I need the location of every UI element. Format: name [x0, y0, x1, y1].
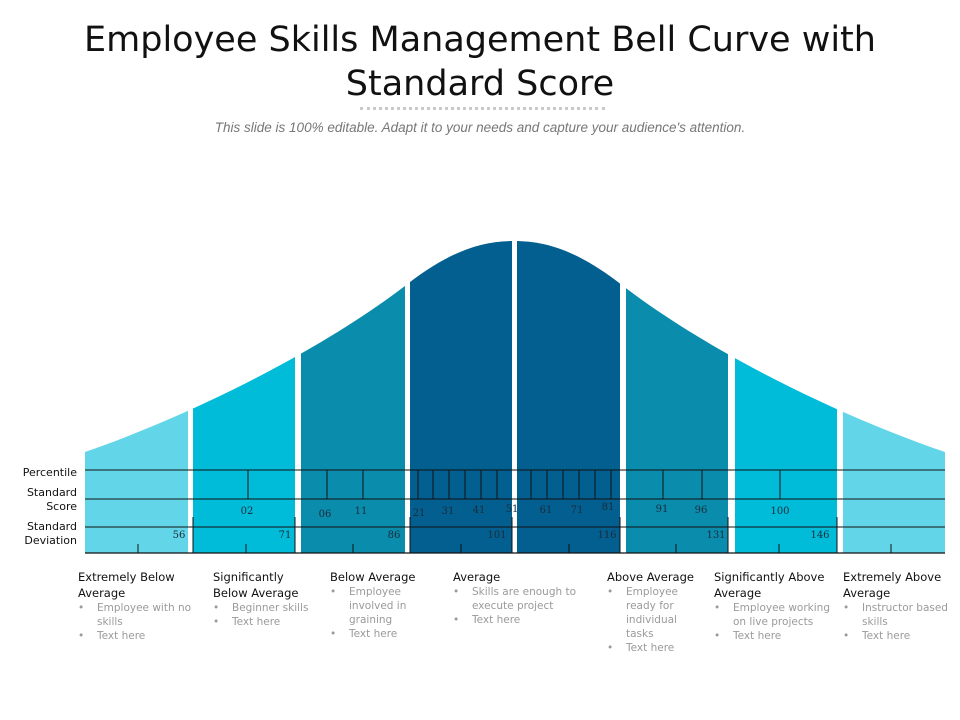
curve-segment: [517, 241, 620, 553]
category-bullets: Employee ready for individual tasksText …: [607, 585, 697, 655]
curve-segment: [193, 241, 295, 553]
standard-score-label: 31: [442, 506, 455, 517]
standard-score-label: 41: [473, 505, 486, 516]
standard-score-label: 100: [770, 506, 789, 517]
standard-deviation-label: 131: [706, 530, 725, 541]
bullet-item: Skills are enough to execute project: [453, 585, 588, 613]
category-block: Above AverageEmployee ready for individu…: [607, 569, 697, 655]
bullet-item: Employee with no skills: [78, 601, 193, 629]
bullet-item: Text here: [843, 629, 948, 643]
standard-score-label: 81: [602, 502, 615, 513]
bullet-item: Instructor based skills: [843, 601, 948, 629]
category-title: Significantly Above Average: [714, 570, 825, 600]
bullet-item: Employee ready for individual tasks: [607, 585, 697, 641]
category-bullets: Employee with no skillsText here: [78, 601, 193, 643]
bullet-item: Text here: [330, 627, 425, 641]
standard-score-label: 06: [319, 509, 332, 520]
bullet-item: Text here: [714, 629, 834, 643]
row-label-standard-score: Standard Score: [26, 486, 77, 513]
category-title: Average: [453, 570, 501, 584]
bullet-item: Text here: [453, 613, 588, 627]
category-title: Extremely Above Average: [843, 570, 942, 600]
curve-segment: [410, 241, 512, 553]
category-block: Extremely Below AverageEmployee with no …: [78, 569, 193, 643]
standard-score-label: 21: [413, 508, 426, 519]
standard-deviation-label: 86: [388, 530, 401, 541]
standard-deviation-label: 71: [279, 530, 292, 541]
category-title: Below Average: [330, 570, 416, 584]
category-bullets: Employee working on live projectsText he…: [714, 601, 834, 643]
bullet-item: Employee working on live projects: [714, 601, 834, 629]
category-title: Significantly Below Average: [213, 570, 299, 600]
category-bullets: Employee involved in grainingText here: [330, 585, 425, 641]
curve-segment: [735, 241, 837, 553]
curve-segment: [301, 241, 405, 553]
standard-score-label: 96: [695, 505, 708, 516]
subtitle: This slide is 100% editable. Adapt it to…: [214, 120, 746, 135]
bullet-item: Beginner skills: [213, 601, 313, 615]
standard-score-label: 11: [355, 506, 368, 517]
row-label-percentile: Percentile: [22, 466, 77, 479]
curve-segment: [626, 241, 728, 553]
category-block: AverageSkills are enough to execute proj…: [453, 569, 588, 627]
bullet-item: Employee involved in graining: [330, 585, 425, 627]
category-block: Extremely Above AverageInstructor based …: [843, 569, 948, 643]
standard-deviation-label: 116: [597, 530, 616, 541]
category-bullets: Beginner skillsText here: [213, 601, 313, 629]
title-divider: [360, 107, 605, 110]
category-block: Significantly Below AverageBeginner skil…: [213, 569, 313, 629]
category-title: Extremely Below Average: [78, 570, 175, 600]
standard-score-label: 61: [540, 505, 553, 516]
standard-score-label: 71: [571, 505, 584, 516]
bullet-item: Text here: [78, 629, 193, 643]
standard-deviation-label: 146: [810, 530, 829, 541]
standard-deviation-label: 101: [487, 530, 506, 541]
page-title: Employee Skills Management Bell Curve wi…: [84, 20, 876, 104]
bullet-item: Text here: [607, 641, 697, 655]
curve-segment: [85, 241, 188, 553]
curve-segment: [843, 241, 945, 553]
standard-score-label: 91: [656, 504, 669, 515]
standard-score-label: 51: [506, 504, 519, 515]
category-bullets: Skills are enough to execute projectText…: [453, 585, 588, 627]
category-bullets: Instructor based skillsText here: [843, 601, 948, 643]
row-label-standard-deviation: Standard Deviation: [24, 520, 77, 547]
bullet-item: Text here: [213, 615, 313, 629]
category-title: Above Average: [607, 570, 694, 584]
category-block: Below AverageEmployee involved in graini…: [330, 569, 425, 641]
standard-deviation-label: 56: [173, 530, 186, 541]
category-block: Significantly Above AverageEmployee work…: [714, 569, 834, 643]
standard-score-label: 02: [241, 506, 254, 517]
